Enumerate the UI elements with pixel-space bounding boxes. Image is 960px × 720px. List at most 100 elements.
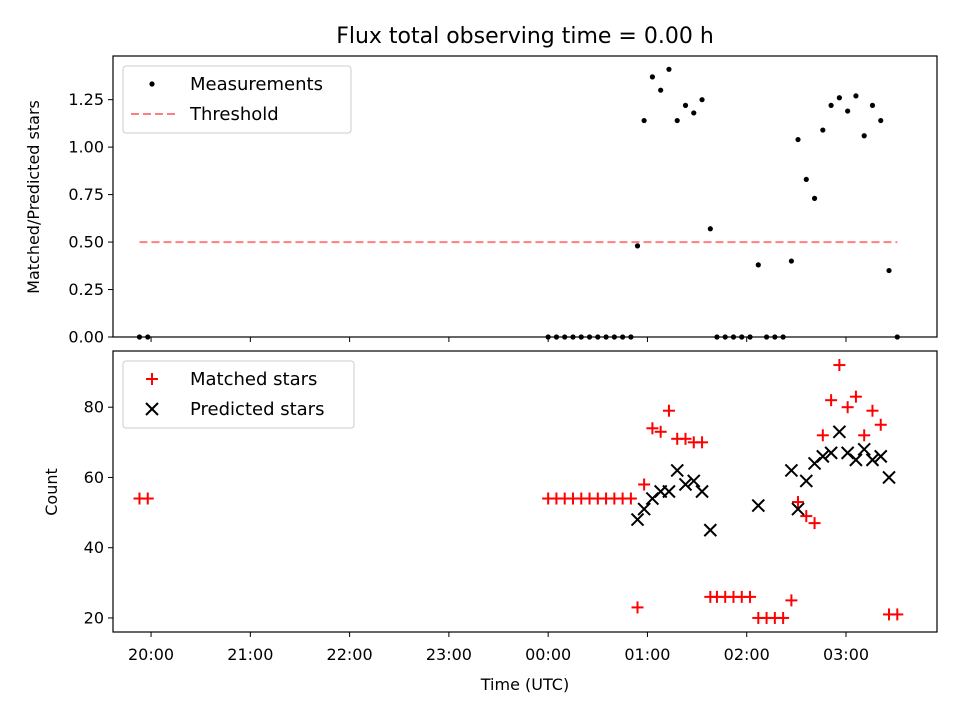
x-tick-label: 02:00 <box>724 645 770 664</box>
matched-legend-marker <box>146 373 158 385</box>
matched-stars-point <box>631 601 644 614</box>
predicted-stars-point <box>695 484 709 499</box>
measurements-legend-label: Measurements <box>190 74 323 95</box>
predicted-stars-point <box>687 474 701 488</box>
measurements-point <box>666 66 672 72</box>
chart-title: Flux total observing time = 0.00 h <box>336 24 714 49</box>
matched-stars-point <box>696 436 709 449</box>
measurements-point <box>682 102 689 108</box>
x-tick-label: 03:00 <box>823 645 869 664</box>
count-y-axis-title: Count <box>42 468 61 516</box>
matched-stars-point <box>744 590 757 603</box>
predicted-stars-point <box>857 442 871 457</box>
predicted-stars-point <box>865 453 880 467</box>
y-tick-label: 60 <box>84 468 104 487</box>
measurements-point <box>788 258 794 264</box>
predicted-stars-point <box>849 453 863 467</box>
measurements-point <box>861 133 867 139</box>
measurements-point <box>886 267 892 274</box>
predicted-stars-point <box>816 449 830 464</box>
ratio-plot-area: 0.00 0.25 0.50 0.75 1.00 1.25 <box>68 66 900 347</box>
measurements-point <box>795 136 801 143</box>
measurements-point <box>649 74 656 80</box>
matched-stars-point <box>624 492 637 505</box>
predicted-stars-point <box>662 484 676 499</box>
predicted-stars-point <box>791 502 805 516</box>
x-tick-label: 22:00 <box>327 645 373 664</box>
matched-stars-point <box>638 478 651 491</box>
ratio-plot-frame <box>112 55 938 338</box>
predicted-legend-label: Predicted stars <box>190 399 324 420</box>
matched-stars-point <box>866 404 879 417</box>
matched-stars-point <box>816 429 829 442</box>
measurements-point <box>674 117 680 124</box>
measurements-point <box>836 95 842 101</box>
matched-stars-point <box>841 401 854 414</box>
measurements-point <box>691 110 697 116</box>
predicted-stars-point <box>824 446 838 460</box>
measurements-point <box>869 102 876 108</box>
predicted-stars-point <box>630 512 645 527</box>
count-legend: Matched stars Predicted stars <box>122 360 355 429</box>
y-tick-label: 20 <box>84 608 104 627</box>
matched-stars-point <box>646 422 659 435</box>
matched-stars-point <box>825 394 838 407</box>
matched-stars-point <box>785 594 798 607</box>
matched-stars-point <box>654 425 667 438</box>
predicted-stars-point <box>832 425 847 439</box>
predicted-legend-marker <box>145 402 159 416</box>
matched-stars-point <box>833 359 846 372</box>
matched-legend-label: Matched stars <box>190 369 317 390</box>
y-tick-label: 0.75 <box>68 185 104 204</box>
x-tick-label: 23:00 <box>426 645 472 664</box>
ratio-panel: Flux total observing time = 0.00 h Match… <box>24 24 938 347</box>
predicted-stars-point <box>637 502 651 516</box>
x-tick-label: 20:00 <box>128 645 174 664</box>
matched-stars-point <box>874 418 887 431</box>
measurements-point <box>828 102 834 108</box>
measurements-point <box>658 87 664 93</box>
measurements-point <box>811 195 818 201</box>
y-tick-label: 0.50 <box>68 233 104 252</box>
measurements-point <box>853 93 859 99</box>
predicted-stars-point <box>784 463 799 478</box>
measurements-point <box>634 243 641 249</box>
matched-stars-point <box>141 492 154 505</box>
x-tick-label: 01:00 <box>624 645 670 664</box>
x-tick-label: 00:00 <box>525 645 571 664</box>
predicted-stars-point <box>882 470 896 485</box>
y-tick-label: 80 <box>84 398 104 417</box>
ratio-legend-box <box>122 65 352 134</box>
measurements-point <box>755 262 761 268</box>
measurements-point <box>707 226 713 232</box>
matched-stars-point <box>662 404 675 417</box>
predicted-stars-point <box>670 463 684 478</box>
matched-stars-point <box>858 429 871 442</box>
count-plot-area: 20 40 60 80 20:00 21:00 22:00 23:00 00:00 01:00 02… <box>84 359 904 664</box>
measurements-point <box>820 127 826 133</box>
matched-stars-point <box>679 432 692 445</box>
y-tick-label: 40 <box>84 538 104 557</box>
threshold-legend-label: Threshold <box>189 104 279 125</box>
matched-stars-point <box>808 517 821 530</box>
matched-stars-point <box>891 608 904 621</box>
predicted-stars-point <box>874 449 888 464</box>
ratio-legend: Measurements Threshold <box>122 65 352 134</box>
x-tick-label: 21:00 <box>227 645 273 664</box>
measurements-point <box>699 97 705 103</box>
matched-stars-point <box>777 611 790 624</box>
count-plot-frame <box>112 350 938 633</box>
count-legend-box <box>122 360 355 429</box>
x-axis-title: Time (UTC) <box>480 675 569 694</box>
measurements-point <box>803 176 809 183</box>
measurements-point <box>641 117 647 124</box>
matched-stars-point <box>792 496 805 509</box>
ratio-y-axis-title: Matched/Predicted stars <box>24 100 43 294</box>
predicted-stars-point <box>703 523 718 537</box>
matched-stars-point <box>849 390 862 403</box>
measurements-legend-marker <box>149 81 155 87</box>
measurements-point <box>878 117 884 124</box>
y-tick-label: 0.00 <box>68 328 104 347</box>
count-panel: Count Time (UTC) 20 40 60 80 20:00 21:00 22:00… <box>42 350 938 694</box>
